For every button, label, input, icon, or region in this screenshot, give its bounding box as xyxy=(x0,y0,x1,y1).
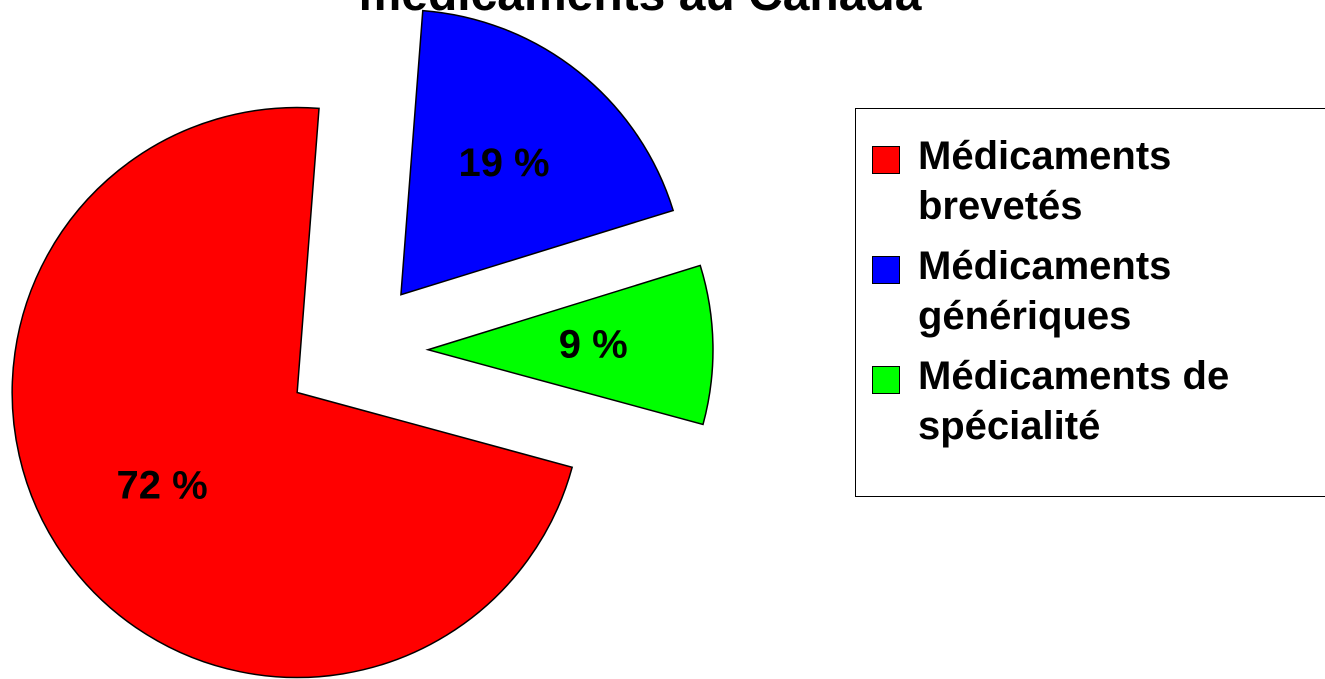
chart-title: médicaments au Canada xyxy=(359,0,922,21)
data-label: 9 % xyxy=(559,322,628,366)
pie-slice xyxy=(425,264,714,426)
legend-swatch xyxy=(872,256,900,284)
legend: Médicaments brevetés Médicaments génériqu… xyxy=(855,108,1325,497)
legend-label: Médicaments de spécialité xyxy=(918,354,1230,448)
data-label: 72 % xyxy=(117,463,208,507)
legend-item: Médicaments brevetés xyxy=(872,131,1325,231)
legend-item: Médicaments génériques xyxy=(872,241,1325,341)
legend-item: Médicaments de spécialité xyxy=(872,351,1325,451)
data-label: 19 % xyxy=(458,141,549,185)
legend-swatch xyxy=(872,146,900,174)
legend-label: Médicaments génériques xyxy=(918,244,1172,338)
legend-swatch xyxy=(872,366,900,394)
legend-label: Médicaments brevetés xyxy=(918,134,1172,228)
pie-slice xyxy=(400,9,675,296)
pie-slice xyxy=(11,106,574,679)
